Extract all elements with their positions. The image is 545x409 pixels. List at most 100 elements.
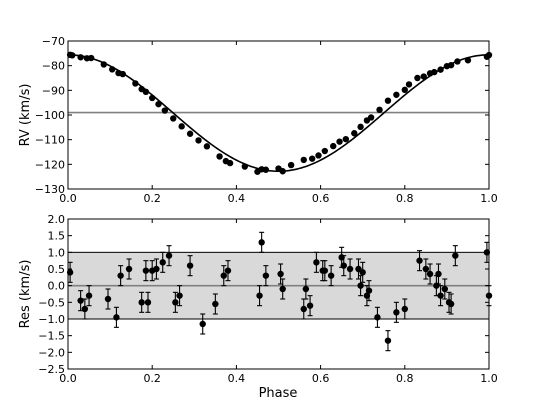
residual-point xyxy=(165,245,173,267)
residual-point xyxy=(258,231,265,253)
rv-y-tick-label: −70 xyxy=(42,35,65,48)
residual-point xyxy=(142,260,150,282)
residual-marker xyxy=(144,299,152,306)
residual-point xyxy=(426,263,434,285)
residual-marker xyxy=(416,257,423,264)
residual-marker xyxy=(212,300,219,308)
residual-point xyxy=(85,285,93,307)
rv-point xyxy=(226,159,234,167)
residual-point xyxy=(393,301,400,323)
residual-marker xyxy=(224,267,232,274)
residual-marker xyxy=(452,252,459,259)
rv-y-tick-label: −100 xyxy=(35,109,65,122)
residual-marker xyxy=(374,314,381,321)
residual-axes-frame xyxy=(67,218,490,370)
residual-marker xyxy=(306,302,314,309)
residual-y-tick-label: −1.0 xyxy=(38,313,65,326)
residual-point xyxy=(401,298,408,320)
residual-marker xyxy=(220,272,227,279)
rv-point xyxy=(437,66,444,73)
rv-point xyxy=(142,88,150,96)
rv-y-tick-label: −90 xyxy=(42,84,65,97)
rv-point xyxy=(431,68,438,76)
residual-marker xyxy=(426,270,434,278)
residual-marker xyxy=(104,295,112,303)
rv-y-axis-label: RV (km/s) xyxy=(18,84,33,147)
rv-point xyxy=(195,137,202,144)
rv-point xyxy=(376,106,383,114)
residual-marker xyxy=(300,305,307,313)
residual-point xyxy=(452,245,459,267)
residual-point xyxy=(321,260,329,282)
residual-point xyxy=(422,258,430,280)
rv-point xyxy=(351,130,358,137)
rv-y-tick-label: −80 xyxy=(42,60,65,73)
residual-marker xyxy=(262,272,270,279)
residual-point xyxy=(186,255,194,277)
rv-x-tick-label: 0.6 xyxy=(312,192,330,205)
rv-point xyxy=(203,143,211,150)
rv-point xyxy=(454,58,461,65)
residual-marker xyxy=(279,285,286,293)
residual-marker xyxy=(199,320,206,328)
rv-point xyxy=(420,73,427,80)
residual-point xyxy=(306,295,314,317)
residual-marker xyxy=(77,297,84,304)
residual-point xyxy=(153,258,160,280)
rv-point xyxy=(109,66,116,73)
rv-point xyxy=(100,61,107,68)
rv-point xyxy=(87,54,95,62)
residual-point xyxy=(447,293,455,315)
rv-point xyxy=(216,153,223,160)
rv-point xyxy=(186,130,194,137)
residual-panel: 0.0 0.2 0.4 0.6 0.8 1.0 2.0 1.5 1.0 0.5 0.0 −0.5 −1… xyxy=(18,213,498,401)
residual-point xyxy=(144,291,152,313)
residual-point xyxy=(256,285,263,307)
residual-marker xyxy=(66,269,74,276)
residual-marker xyxy=(327,272,335,279)
residual-marker xyxy=(256,292,263,299)
rv-point xyxy=(119,70,126,78)
residual-point xyxy=(365,280,373,302)
rv-x-tick-label: 1.0 xyxy=(480,192,498,205)
residual-point xyxy=(224,260,232,282)
residual-y-tick-label: 1.0 xyxy=(48,246,66,259)
residual-marker xyxy=(302,285,310,293)
residual-point xyxy=(125,258,133,280)
rv-point xyxy=(357,123,364,131)
rv-point xyxy=(393,91,400,98)
residual-point xyxy=(138,291,145,313)
residual-marker xyxy=(441,285,448,293)
residual-point xyxy=(199,313,206,335)
residual-marker xyxy=(153,265,160,273)
rv-point xyxy=(384,97,392,104)
rv-point xyxy=(149,94,156,102)
rv-point xyxy=(279,168,286,175)
rv-data-points xyxy=(66,51,493,175)
residual-point xyxy=(327,265,335,287)
rv-point xyxy=(170,115,177,122)
residual-point xyxy=(81,298,89,320)
residual-marker xyxy=(321,267,329,274)
rv-x-ticks: 0.0 0.2 0.4 0.6 0.8 1.0 xyxy=(59,41,498,205)
rv-x-tick-label: 0.0 xyxy=(59,192,77,205)
rv-y-tick-label: −110 xyxy=(35,134,65,147)
residual-point xyxy=(346,258,354,280)
residual-y-tick-label: −1.5 xyxy=(38,330,65,343)
residual-marker xyxy=(85,292,93,299)
residual-marker xyxy=(340,262,347,269)
rv-y-ticks: −70 −80 −90 −100 −110 −120 −130 xyxy=(35,35,489,196)
residual-y-tick-label: 1.5 xyxy=(48,230,66,243)
residual-marker xyxy=(359,269,366,276)
residual-x-ticks: 0.0 0.2 0.4 0.6 0.8 1.0 xyxy=(59,219,498,385)
residual-marker xyxy=(435,270,442,278)
residual-marker xyxy=(165,252,173,259)
residual-marker xyxy=(159,259,166,266)
residual-marker xyxy=(313,259,320,266)
rv-point xyxy=(155,100,162,108)
residual-marker xyxy=(125,265,133,273)
residual-marker xyxy=(113,314,120,321)
residual-y-axis-label: Res (km/s) xyxy=(18,260,33,329)
rv-point xyxy=(161,107,169,114)
residual-point xyxy=(340,255,347,277)
